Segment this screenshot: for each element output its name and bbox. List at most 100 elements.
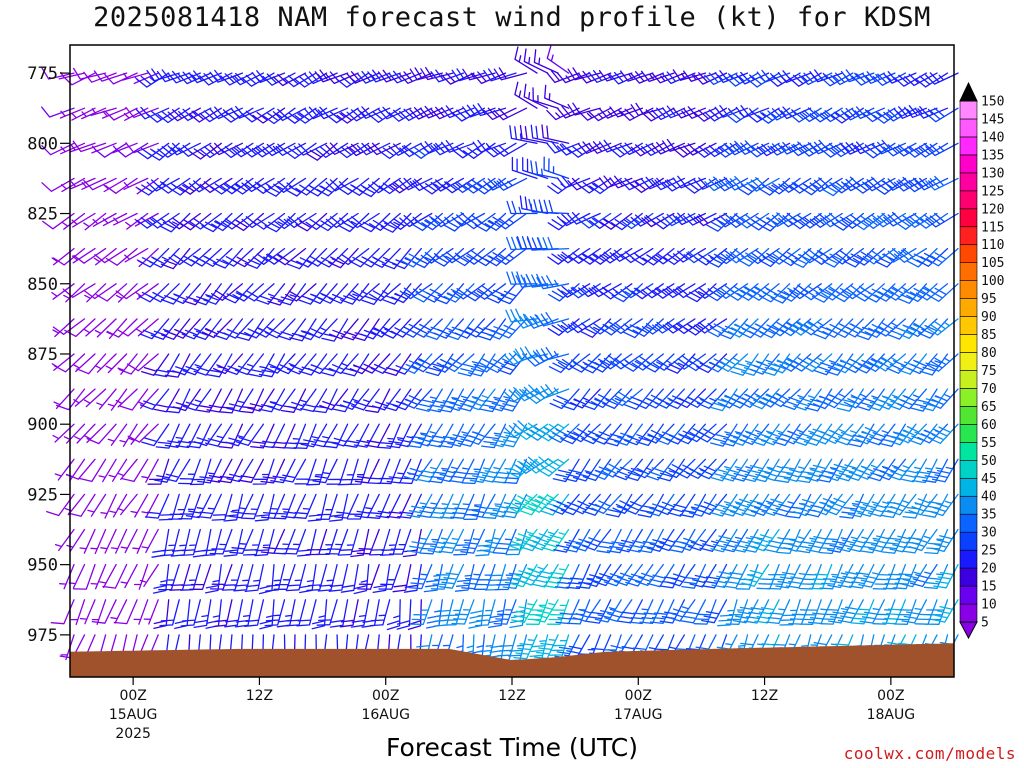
colorbar-label: 145 [981,112,1004,127]
wind-barb [158,493,180,521]
wind-barb [59,563,75,590]
wind-barb [557,318,591,334]
wind-barb [181,318,212,340]
wind-barb [515,456,549,474]
wind-barb [612,493,643,515]
wind-barb [783,458,812,482]
wind-barb [90,528,107,555]
wind-barb [652,283,686,299]
wind-barb [337,528,359,556]
wind-barb [178,493,201,520]
wind-barb [473,563,496,590]
wind-barb [146,177,180,192]
wind-barb [340,563,359,593]
wind-barb [777,106,812,120]
colorbar-label: 70 [981,382,997,397]
wind-barb [533,634,559,660]
wind-barb [620,247,654,264]
wind-barb [52,423,75,443]
wind-barb [472,103,507,117]
wind-barb [230,142,265,158]
wind-barb [546,107,580,121]
colorbar-label: 85 [981,328,997,343]
wind-barb [273,177,307,193]
wind-barb [199,107,233,123]
wind-barb [704,107,738,122]
wind-barb [704,72,738,86]
wind-barb [685,423,717,443]
wind-barb [706,353,738,373]
wind-barb [300,388,328,413]
wind-barb [281,493,307,519]
wind-barb [833,353,864,374]
wind-barb [53,388,75,410]
wind-barb [68,563,86,589]
wind-barb [432,353,465,373]
wind-barb [305,528,328,556]
wind-barb [726,283,759,301]
wind-barb [887,423,917,446]
colorbar-label: 75 [981,364,997,379]
wind-barb [651,177,686,191]
wind-barb [267,388,296,411]
wind-barb [484,247,517,267]
wind-barb [428,493,454,519]
colorbar-label: 10 [981,598,997,613]
colorbar-label: 25 [981,544,997,559]
wind-barb [567,102,601,116]
wind-barb [369,318,401,338]
wind-barb [170,283,201,305]
wind-barb [336,177,370,196]
colorbar-label: 35 [981,508,997,523]
wind-barb [439,493,465,519]
wind-barb [272,493,296,520]
wind-barb [224,599,244,628]
wind-barb [353,563,370,595]
wind-barb [217,458,244,484]
wind-barb [152,563,170,594]
wind-barb [153,353,180,378]
wind-barb [317,563,338,592]
wind-barb [282,423,307,449]
wind-barb [887,458,917,481]
colorbar-label: 150 [981,95,1004,110]
wind-barb [824,353,854,376]
wind-barb [543,563,570,589]
wind-barb [354,458,380,484]
wind-barb [285,599,307,627]
wind-barb [259,599,275,630]
wind-barb [683,247,717,264]
wind-barb [926,247,959,267]
wind-barb [372,563,391,594]
wind-barb [141,458,159,483]
wind-barb [514,46,538,74]
wind-barb [514,81,538,109]
wind-barb [392,563,412,593]
wind-barb [506,271,538,285]
wind-barb [862,247,896,265]
wind-barb [789,318,822,336]
wind-barb [541,528,570,552]
wind-barb [391,283,422,304]
wind-barb [923,563,949,590]
wind-barb [577,70,612,84]
wind-barb [399,212,433,228]
wind-barb [50,599,75,625]
wind-barb [491,458,517,484]
wind-barb [509,599,528,629]
wind-barb [153,388,180,413]
wind-barb [925,72,959,85]
wind-barb [311,599,328,630]
colorbar-label: 15 [981,580,997,595]
wind-barb [225,423,254,447]
wind-barb [717,599,738,627]
wind-barb [746,72,780,88]
wind-barb [330,423,359,447]
wind-barb [621,353,654,372]
colorbar-label: 5 [981,616,989,631]
wind-barb [83,71,117,83]
wind-barb [54,458,75,481]
wind-barb [554,563,580,589]
wind-barb [325,107,359,124]
wind-barb [804,458,833,482]
